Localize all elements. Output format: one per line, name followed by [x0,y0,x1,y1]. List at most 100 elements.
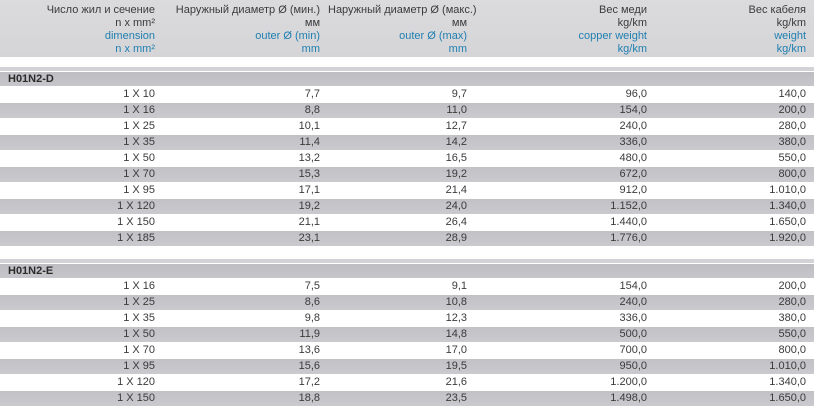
cell-copper-weight: 1.440,0 [610,216,647,228]
cell-outer-max: 19,5 [445,360,467,372]
table-row: 1 X 16 7,5 9,1 154,0 200,0 [0,279,814,295]
cell-outer-max: 12,3 [445,312,467,324]
cell-dimension: 1 X 16 [123,280,155,292]
header-ru: Число жил и сечение [46,4,155,16]
table-row: 1 X 70 15,3 19,2 672,0 800,0 [0,167,814,183]
cell-outer-max: 16,5 [445,152,467,164]
header-ru-unit: мм [304,17,320,29]
cell-cable-weight: 1.010,0 [769,360,806,372]
cell-outer-max: 14,2 [445,136,467,148]
column-header-outer-diameter-max: Наружный диаметр Ø (макс.) мм outer Ø (m… [328,4,477,57]
cell-outer-min: 8,8 [304,104,320,116]
table-row: 1 X 95 15,6 19,5 950,0 1.010,0 [0,359,814,375]
header-en: dimension [104,30,155,42]
cell-outer-min: 23,1 [298,232,320,244]
cell-dimension: 1 X 10 [123,88,155,100]
cell-copper-weight: 950,0 [619,360,647,372]
cell-dimension: 1 X 70 [123,168,155,180]
cell-outer-max: 28,9 [445,232,467,244]
cell-copper-weight: 500,0 [619,328,647,340]
cell-cable-weight: 140,0 [778,88,806,100]
cell-outer-max: 21,4 [445,184,467,196]
header-en-unit: mm [448,43,467,55]
cell-dimension: 1 X 95 [123,360,155,372]
cell-outer-min: 13,6 [298,344,320,356]
table-row: 1 X 120 17,2 21,6 1.200,0 1.340,0 [0,375,814,391]
cell-outer-max: 23,5 [445,392,467,404]
cell-outer-min: 17,2 [298,376,320,388]
cell-cable-weight: 200,0 [778,280,806,292]
cell-outer-max: 19,2 [445,168,467,180]
table-row: 1 X 25 10,1 12,7 240,0 280,0 [0,119,814,135]
cell-dimension: 1 X 150 [117,392,155,404]
cell-outer-min: 9,8 [304,312,320,324]
cell-outer-min: 21,1 [298,216,320,228]
table-row: 1 X 150 21,1 26,4 1.440,0 1.650,0 [0,215,814,231]
cell-outer-min: 7,7 [304,88,320,100]
table-row: 1 X 10 7,7 9,7 96,0 140,0 [0,87,814,103]
header-ru-unit: kg/km [617,17,647,29]
cell-dimension: 1 X 120 [117,376,155,388]
table-row: 1 X 50 13,2 16,5 480,0 550,0 [0,151,814,167]
cell-copper-weight: 1.200,0 [610,376,647,388]
header-ru-unit: kg/km [776,17,806,29]
cell-cable-weight: 550,0 [778,328,806,340]
cell-outer-min: 10,1 [298,120,320,132]
cell-outer-max: 24,0 [445,200,467,212]
cell-copper-weight: 700,0 [619,344,647,356]
header-en-unit: mm [301,43,320,55]
cell-dimension: 1 X 16 [123,104,155,116]
header-en-unit: n x mm² [115,43,155,55]
cell-dimension: 1 X 50 [123,328,155,340]
cell-dimension: 1 X 95 [123,184,155,196]
table-row: 1 X 95 17,1 21,4 912,0 1.010,0 [0,183,814,199]
column-header-copper-weight: Вес меди kg/km copper weight kg/km [475,4,655,57]
cell-outer-max: 21,6 [445,376,467,388]
cell-copper-weight: 240,0 [619,120,647,132]
cell-outer-min: 15,6 [298,360,320,372]
column-header-dimension: Число жил и сечение n x mm² dimension n … [0,4,163,57]
cell-cable-weight: 800,0 [778,168,806,180]
cell-cable-weight: 1.650,0 [769,216,806,228]
cell-outer-min: 15,3 [298,168,320,180]
table-body: H01N2-D 1 X 10 7,7 9,7 96,0 140,0 1 X 16 8,8 11,… [0,57,814,407]
table-row: 1 X 70 13,6 17,0 700,0 800,0 [0,343,814,359]
cell-cable-weight: 1.920,0 [769,232,806,244]
cell-cable-weight: 1.650,0 [769,392,806,404]
cell-cable-weight: 280,0 [778,120,806,132]
cell-dimension: 1 X 70 [123,344,155,356]
cell-copper-weight: 480,0 [619,152,647,164]
cell-outer-min: 18,8 [298,392,320,404]
cell-cable-weight: 1.010,0 [769,184,806,196]
cell-dimension: 1 X 25 [123,120,155,132]
table-row: 1 X 120 19,2 24,0 1.152,0 1.340,0 [0,199,814,215]
cell-outer-min: 11,4 [299,136,320,148]
cell-outer-max: 26,4 [445,216,467,228]
section-gap [0,57,814,67]
header-en: outer Ø (min) [255,30,320,42]
cell-dimension: 1 X 25 [123,296,155,308]
cell-cable-weight: 380,0 [778,136,806,148]
cell-dimension: 1 X 120 [117,200,155,212]
table-row: 1 X 25 8,6 10,8 240,0 280,0 [0,295,814,311]
table-row: 1 X 185 23,1 28,9 1.776,0 1.920,0 [0,231,814,247]
cell-dimension: 1 X 185 [117,232,155,244]
cell-cable-weight: 280,0 [778,296,806,308]
cell-outer-min: 19,2 [298,200,320,212]
cell-outer-min: 8,6 [304,296,320,308]
table-row: 1 X 35 11,4 14,2 336,0 380,0 [0,135,814,151]
header-en: outer Ø (max) [399,30,467,42]
section-header-h01n2-d: H01N2-D [0,72,814,87]
cell-outer-max: 14,8 [445,328,467,340]
cell-dimension: 1 X 35 [123,136,155,148]
header-en: weight [774,30,806,42]
column-header-outer-diameter-min: Наружный диаметр Ø (мин.) мм outer Ø (mi… [163,4,328,57]
cell-copper-weight: 154,0 [619,104,647,116]
cell-outer-max: 10,8 [445,296,467,308]
cell-outer-min: 11,9 [299,328,320,340]
cell-copper-weight: 240,0 [619,296,647,308]
header-ru-unit: мм [451,17,467,29]
cell-outer-max: 9,7 [451,88,467,100]
table-header: Число жил и сечение n x mm² dimension n … [0,0,814,57]
